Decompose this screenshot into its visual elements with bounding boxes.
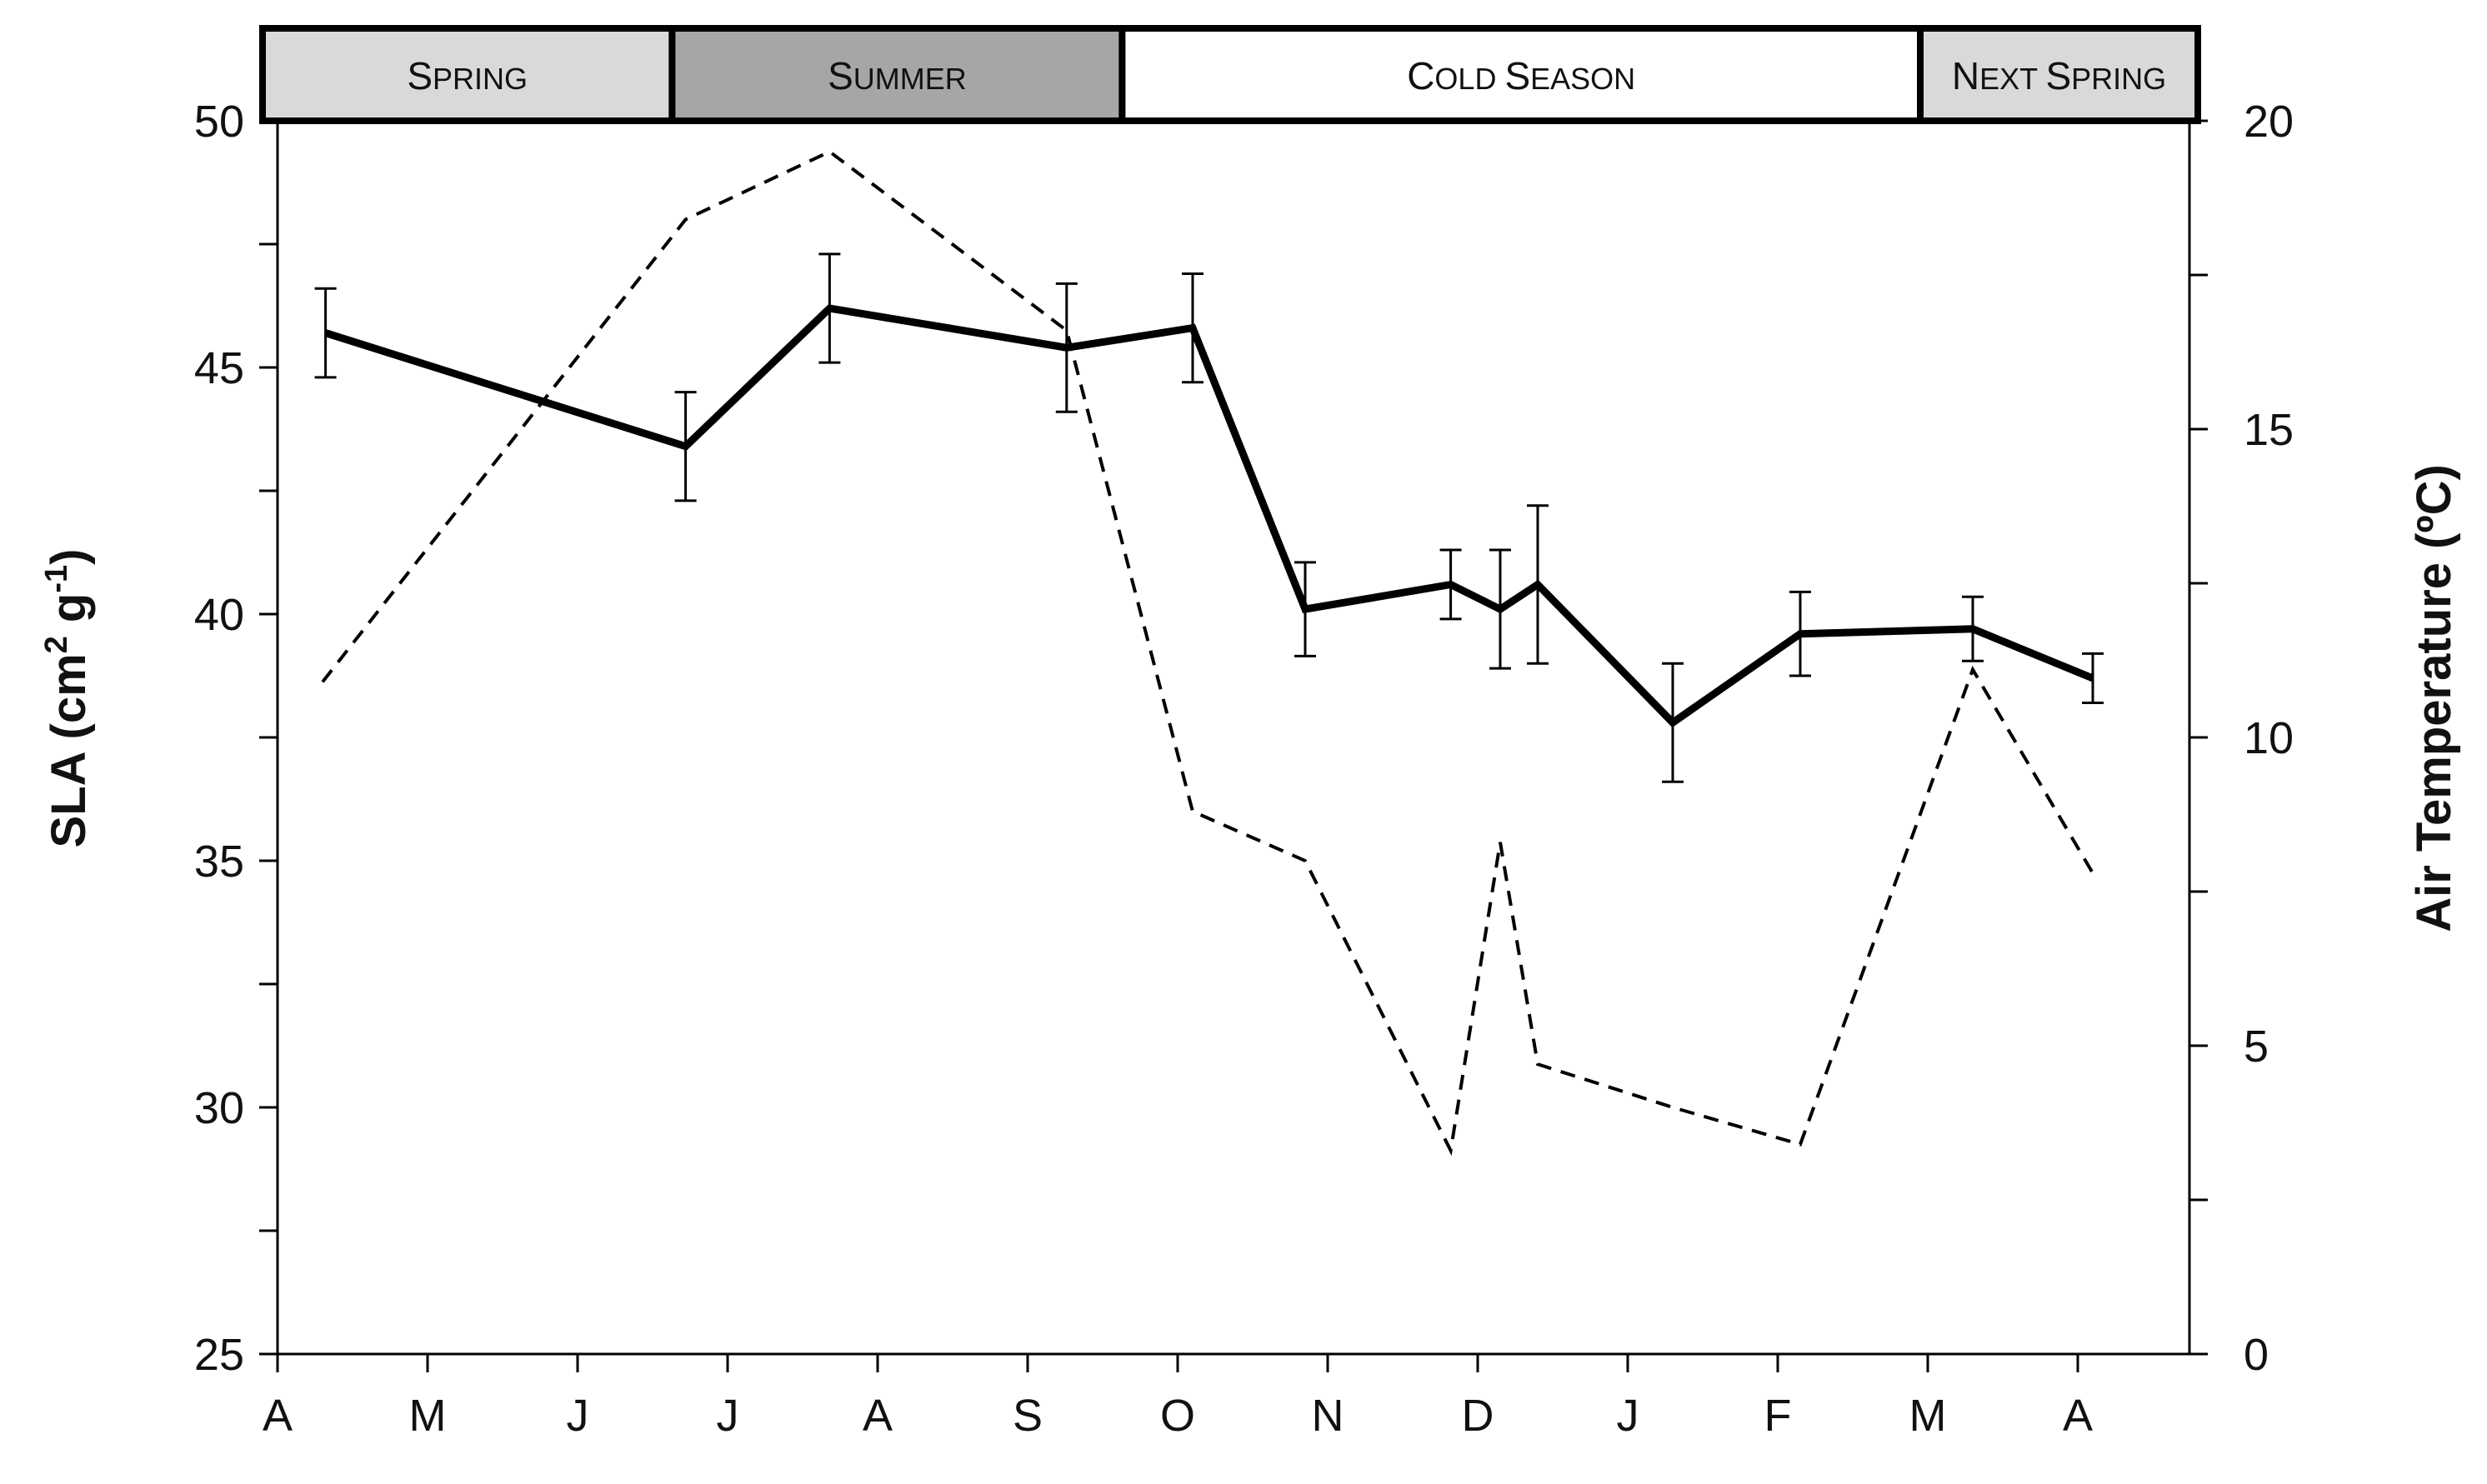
error-bar-6	[1439, 548, 1462, 621]
x-tick-label-12: A	[2063, 1391, 2093, 1441]
y-axis-title-sup2: -1	[39, 565, 74, 593]
error-bar-11	[1962, 595, 1984, 662]
season-box-2	[1118, 25, 1924, 124]
error-bar-9	[1662, 662, 1684, 783]
error-bar-4	[1182, 272, 1203, 384]
y-tick-label-0: 25	[194, 1330, 244, 1380]
season-label-3: NEXT SPRING	[1952, 54, 2166, 97]
series-layer	[314, 149, 2104, 1157]
x-tick-label-8: D	[1462, 1391, 1494, 1441]
x-tick-label-4: A	[863, 1391, 893, 1441]
y-tick-label-3: 40	[194, 590, 244, 640]
x-tick-label-11: M	[1909, 1391, 1947, 1441]
season-bar: SPRING SUMMER COLD SEASON NEXT SPRING	[259, 25, 2201, 124]
y2-axis-ticks: 0 5 10 15 20	[2189, 97, 2294, 1380]
y-axis-ticks: 25 30 35 40 45 50	[194, 97, 278, 1380]
y-tick-label-5: 50	[194, 97, 244, 147]
y-axis-title-sup1: 2	[39, 636, 74, 653]
y2-axis-title: Air Temperature (ºC)	[2407, 464, 2461, 932]
x-tick-label-0: A	[263, 1391, 293, 1441]
error-bar-0	[314, 287, 337, 379]
y-tick-label-1: 30	[194, 1083, 244, 1133]
y2-tick-label-3: 15	[2244, 405, 2294, 455]
y2-tick-label-0: 0	[2244, 1330, 2269, 1380]
error-bar-3	[1055, 282, 1078, 413]
y-tick-label-2: 35	[194, 837, 244, 887]
error-bar-10	[1789, 590, 1811, 677]
error-bar-7	[1489, 548, 1511, 670]
x-tick-label-3: J	[717, 1391, 739, 1441]
error-bar-12	[2082, 652, 2104, 705]
y-axis-title-end: )	[42, 549, 96, 565]
error-bar-5	[1294, 561, 1316, 657]
error-bar-1	[674, 391, 697, 502]
x-tick-label-7: N	[1312, 1391, 1344, 1441]
x-tick-label-9: J	[1617, 1391, 1639, 1441]
x-tick-label-5: S	[1013, 1391, 1043, 1441]
y-axis-title-mid: g	[42, 593, 96, 637]
season-box-0	[259, 25, 676, 124]
error-bar-8	[1527, 504, 1549, 665]
y2-tick-label-4: 20	[2244, 97, 2294, 147]
y2-tick-label-2: 10	[2244, 713, 2294, 763]
x-tick-label-6: O	[1160, 1391, 1195, 1441]
season-box-3	[1917, 25, 2201, 124]
x-tick-label-1: M	[409, 1391, 447, 1441]
season-label-2: COLD SEASON	[1407, 54, 1635, 97]
season-label-1: SUMMER	[828, 54, 967, 97]
y-axis-title-main: SLA (cm	[42, 653, 96, 847]
y-tick-label-4: 45	[194, 343, 244, 393]
season-label-0: SPRING	[407, 54, 528, 97]
y2-tick-label-1: 5	[2244, 1022, 2269, 1072]
error-bar-2	[818, 252, 841, 364]
x-tick-label-2: J	[567, 1391, 589, 1441]
x-tick-label-10: F	[1764, 1391, 1792, 1441]
y-axis-title: SLA (cm2 g-1)	[39, 549, 96, 848]
series-line-air-temperature	[321, 149, 2094, 1157]
